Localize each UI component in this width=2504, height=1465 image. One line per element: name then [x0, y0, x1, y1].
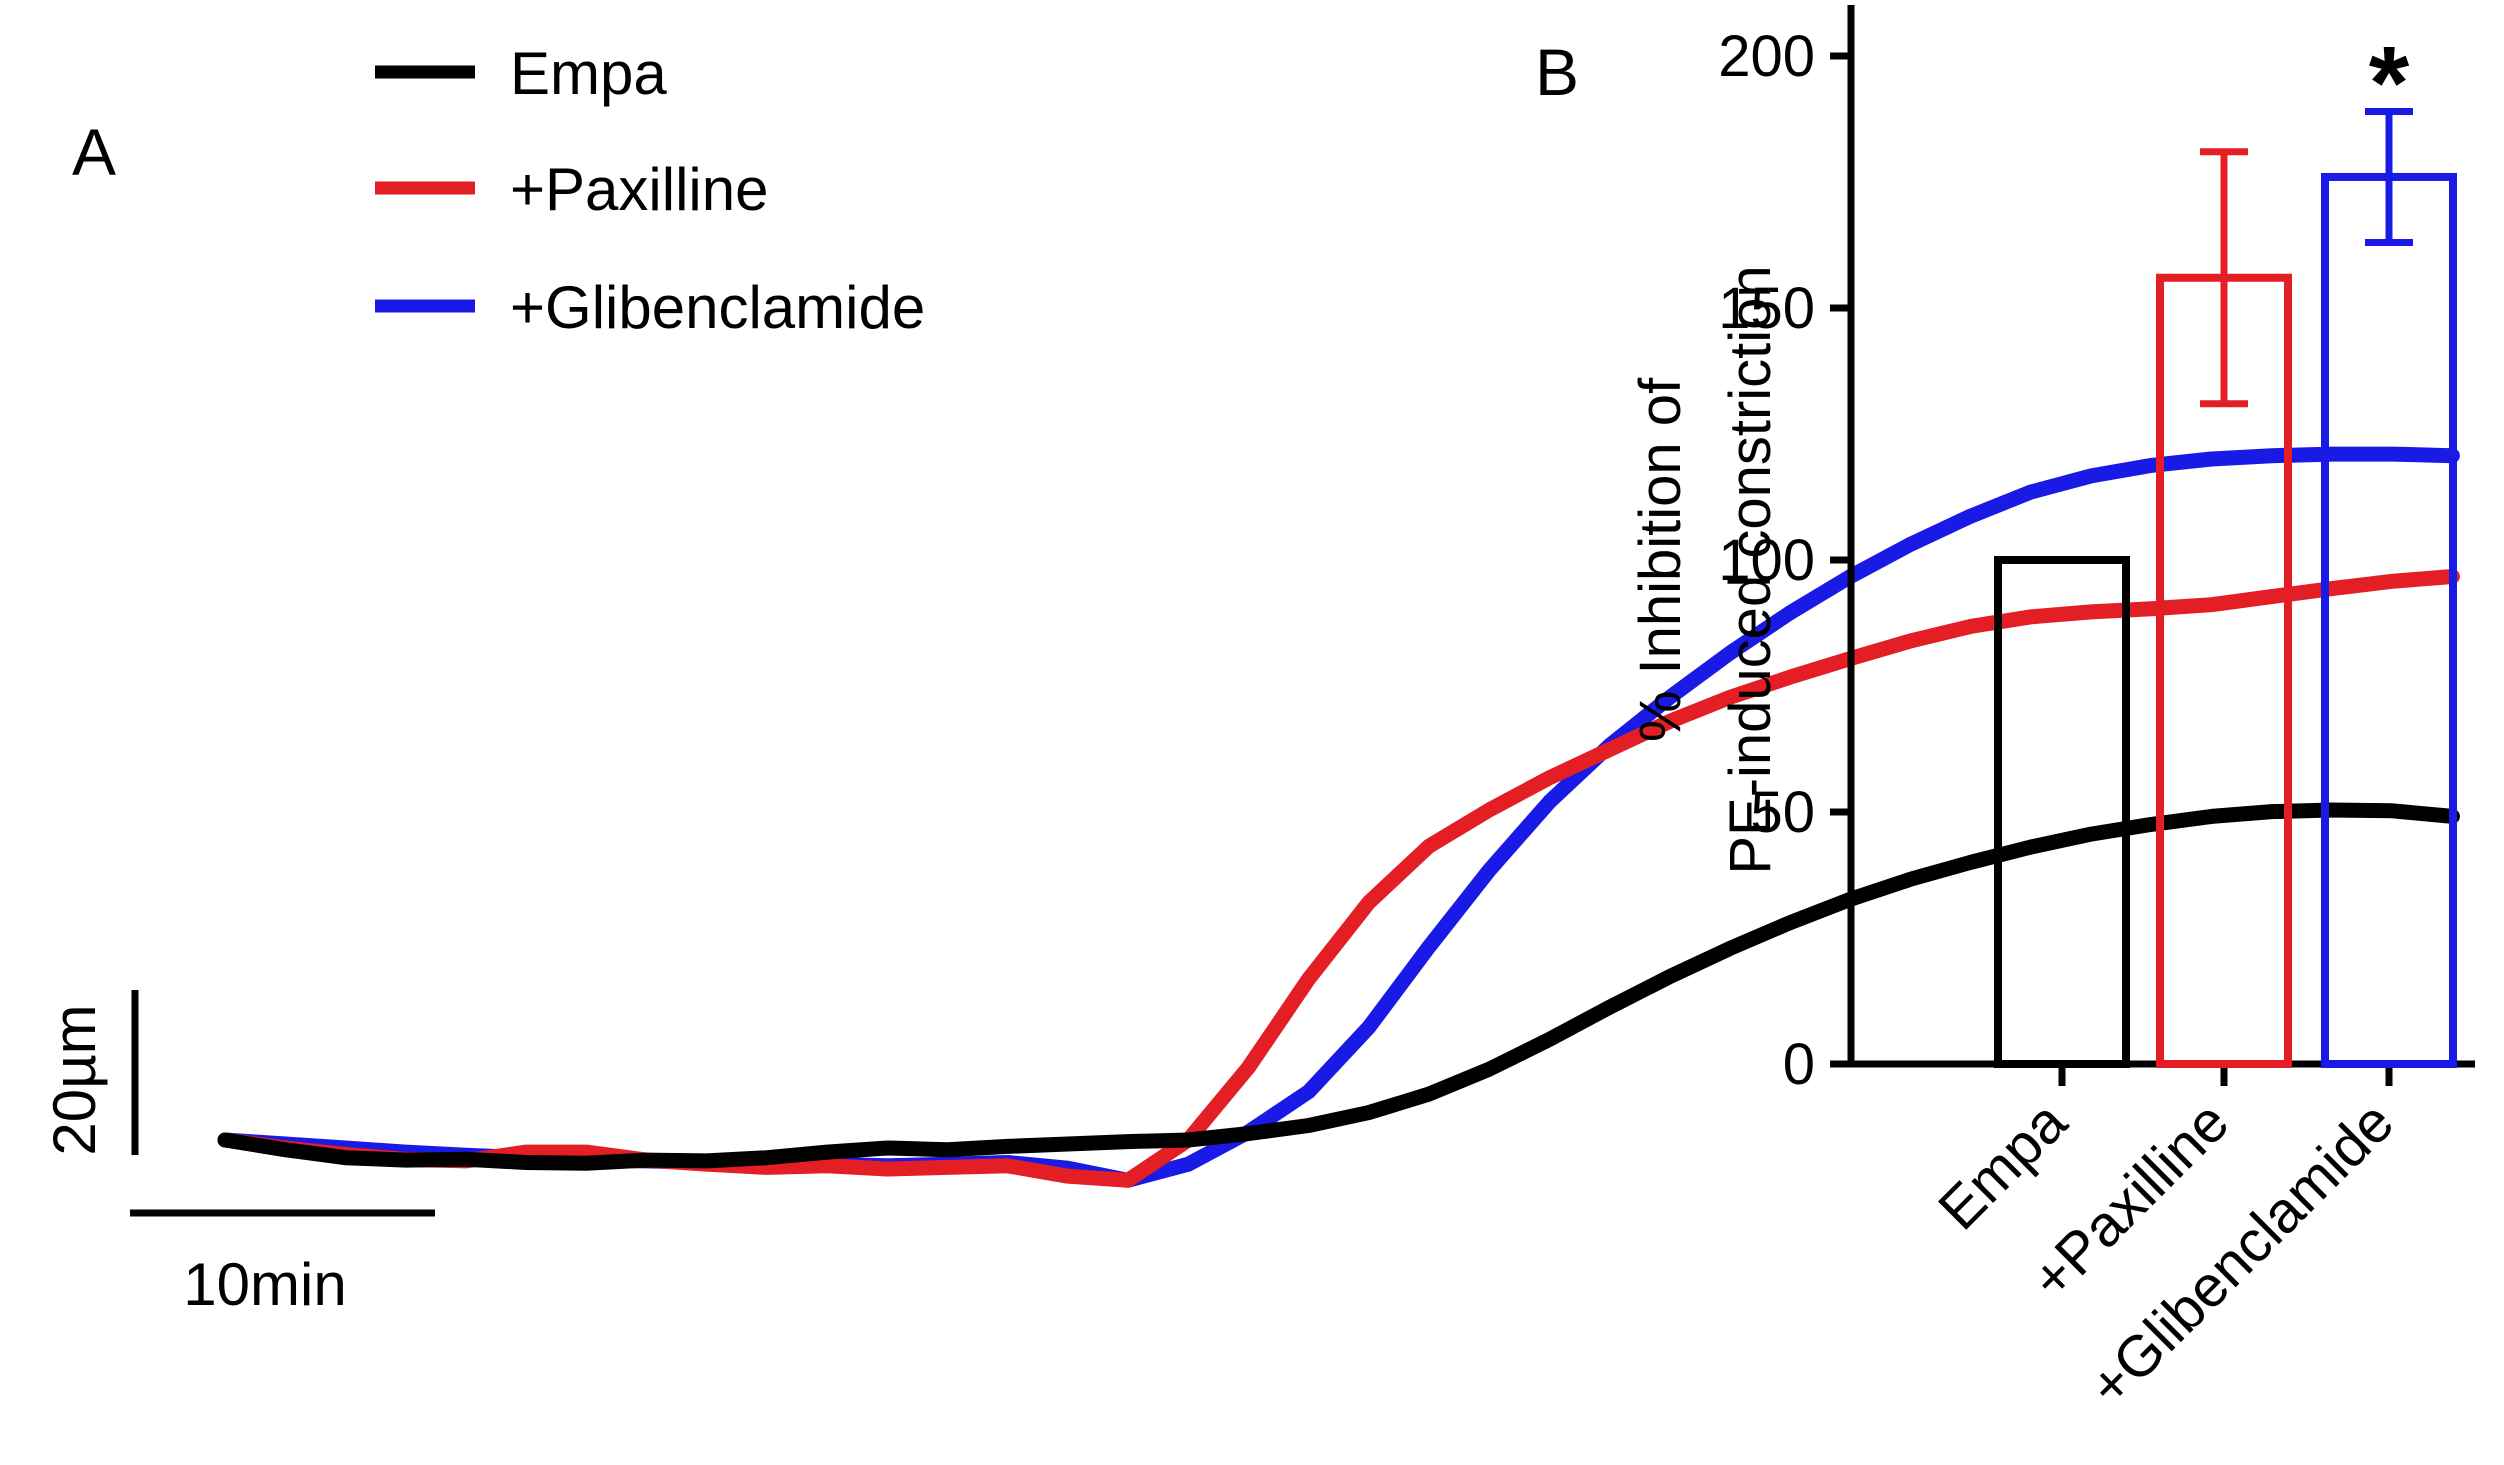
- legend-label-glibenclamide: +Glibenclamide: [510, 274, 925, 341]
- x-tick-label-glibenclamide: +Glibenclamide: [2076, 1089, 2406, 1419]
- bars: *: [1994, 25, 2457, 1068]
- legend-label-empa: Empa: [510, 40, 667, 107]
- x-ticks: Empa+Paxilline+Glibenclamide: [1926, 1064, 2406, 1419]
- legend: Empa +Paxilline +Glibenclamide: [375, 40, 925, 341]
- y-tick-label: 200: [1718, 24, 1815, 89]
- y-tick-label: 150: [1718, 276, 1815, 341]
- bar-chart: 0 50 100 150 200 Empa+Paxilline+Glibenclamid…: [1628, 5, 2475, 1419]
- trace-paxilline: [217, 569, 2460, 1188]
- trace-empa: [217, 802, 2460, 1171]
- y-tick-label: 0: [1783, 1032, 1815, 1097]
- trace-plot: [217, 446, 2460, 1188]
- legend-label-paxilline: +Paxilline: [510, 156, 769, 223]
- x-tick-label-empa: Empa: [1926, 1089, 2080, 1243]
- diameter-scale-label: 20µm: [41, 1004, 108, 1155]
- panel-b-label: B: [1535, 35, 1579, 109]
- y-axis-title-line1: % Inhibition of: [1628, 377, 1693, 742]
- bar-glibenclamide: [2321, 172, 2457, 1068]
- y-tick-label: 100: [1718, 528, 1815, 593]
- y-tick-label: 50: [1750, 780, 1815, 845]
- panel-a-label: A: [72, 115, 116, 189]
- time-scale-label: 10min: [183, 1251, 346, 1318]
- significance-star: *: [2369, 25, 2410, 141]
- bar-empa: [1994, 556, 2130, 1068]
- scale-bars: 20µm 10min: [41, 990, 435, 1318]
- y-axis-title-line2: PE-induced constriction: [1718, 265, 1783, 874]
- y-ticks: 0 50 100 150 200: [1718, 24, 1851, 1097]
